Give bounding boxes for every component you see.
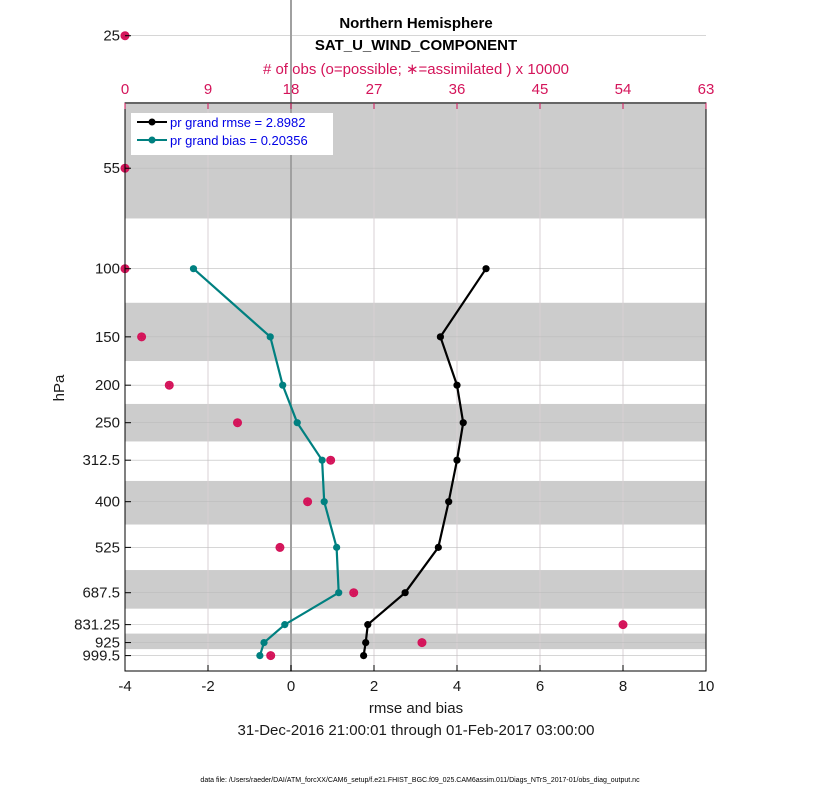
y-tick-label: 999.5 [82,648,120,665]
pr-grand-bias-point [279,381,287,389]
level-bands [125,101,706,650]
x-axis-label: rmse and bias [369,700,463,717]
legend: pr grand rmse = 2.8982 pr grand bias = 0… [131,113,333,155]
y-tick-label: 200 [95,377,120,394]
pr-grand-bias-point [318,456,326,464]
obs-assimilated-point [618,620,628,629]
y-tick-label: 687.5 [82,585,120,602]
y-tick-label: 831.25 [74,617,120,634]
legend-rmse: pr grand rmse = 2.8982 [170,115,306,130]
pr-grand-bias-point [333,543,341,551]
y-tick-label: 55 [103,160,120,177]
x-tick-label: 8 [619,678,627,695]
top-tick-label: 36 [449,81,466,98]
obs-assimilated-point [137,332,146,342]
pr-grand-rmse-point [434,543,442,551]
x-tick-label: -4 [118,678,131,695]
x-tick-label: 2 [370,678,378,695]
pr-grand-rmse-point [436,333,444,341]
pr-grand-bias-point [320,498,328,506]
y-tick-label: 525 [95,539,120,556]
pr-grand-rmse-point [401,589,409,597]
obs-assimilated-point [266,651,275,660]
x-tick-label: -2 [201,678,214,695]
obs-assimilated-point [233,418,242,427]
pr-grand-rmse-point [360,652,368,660]
y-tick-label: 250 [95,415,120,432]
pr-grand-bias-point [260,638,268,647]
y-tick-label: 100 [95,261,120,278]
axes: -4-20246810091827364554638.5255510015020… [74,28,715,695]
y-tick-label: 312.5 [82,452,120,469]
pr-grand-rmse-point [362,638,370,647]
level-band [125,302,706,362]
top-tick-label: 63 [698,81,715,98]
top-axis-label: # of obs (o=possible; ∗=assimilated ) x … [263,61,569,78]
pr-grand-bias-point [281,621,289,629]
y-tick-label: 400 [95,494,120,511]
x-tick-label: 10 [698,678,715,695]
top-tick-label: 18 [283,81,300,98]
date-range: 31-Dec-2016 21:00:01 through 01-Feb-2017… [238,722,595,739]
top-tick-label: 54 [615,81,632,98]
pr-grand-rmse-point [482,265,490,273]
level-band [125,480,706,525]
level-band [125,633,706,650]
obs-assimilated-point [303,497,312,506]
chart-subtitle: SAT_U_WIND_COMPONENT [315,37,517,54]
pr-grand-bias-point [256,652,264,660]
y-tick-label: 25 [103,28,120,45]
y-tick-label: 150 [95,329,120,346]
legend-rmse-marker [148,118,156,126]
data-file-path: data file: /Users/raeder/DAI/ATM_forcXX/… [200,777,640,784]
obs-assimilated-point [349,588,358,597]
top-tick-label: 9 [204,81,212,98]
chart-title: Northern Hemisphere [339,15,492,32]
pr-grand-bias-point [335,589,343,597]
x-tick-label: 0 [287,678,295,695]
obs-assimilated-point [417,638,427,647]
level-band [125,570,706,609]
pr-grand-rmse-point [453,456,461,464]
x-tick-label: 6 [536,678,544,695]
pr-grand-rmse-point [459,419,467,427]
pr-grand-rmse-point [364,621,372,629]
pr-grand-bias-point [266,333,274,341]
plot-marks [120,31,628,661]
pr-grand-rmse-point [453,381,461,389]
legend-bias: pr grand bias = 0.20356 [170,133,308,148]
legend-box [131,113,333,155]
obs-assimilated-point [275,543,285,552]
plot-frame [124,102,707,672]
pr-grand-rmse-point [445,498,453,506]
obs-assimilated-point [165,380,174,390]
y-tick-label: 925 [95,635,120,652]
top-tick-label: 0 [121,81,129,98]
y-axis-label: hPa [51,374,68,401]
top-tick-label: 27 [366,81,383,98]
obs-assimilated-point [326,455,335,465]
top-tick-label: 45 [532,81,549,98]
pr-grand-bias-point [189,265,198,273]
x-tick-label: 4 [453,678,461,695]
pr-grand-bias-point [293,419,301,427]
legend-bias-marker [148,136,156,144]
